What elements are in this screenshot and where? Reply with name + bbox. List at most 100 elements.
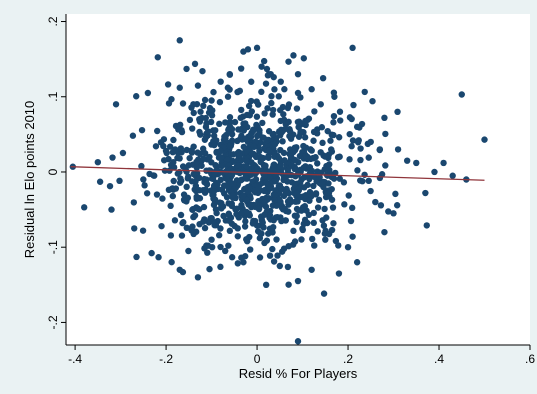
data-point (314, 204, 322, 211)
data-point (217, 243, 224, 251)
data-point (288, 149, 295, 156)
data-point (176, 37, 183, 44)
data-point (190, 230, 197, 238)
data-point (112, 101, 120, 108)
data-point (358, 120, 366, 128)
data-point (258, 88, 265, 96)
data-point (251, 170, 259, 178)
data-point (185, 173, 192, 180)
data-point (250, 127, 257, 134)
data-point (270, 258, 278, 265)
data-point (163, 149, 170, 157)
data-point (183, 183, 190, 191)
data-point (247, 131, 254, 139)
data-point (306, 197, 313, 204)
data-point (390, 210, 397, 217)
data-point (130, 199, 138, 206)
data-point (261, 199, 268, 206)
data-point (357, 145, 364, 152)
data-point (314, 160, 321, 167)
data-point (188, 178, 196, 185)
data-point (211, 141, 218, 149)
data-point (354, 139, 362, 146)
data-point (277, 146, 284, 154)
data-point (270, 162, 277, 169)
data-point (310, 182, 317, 190)
data-point (277, 163, 284, 170)
data-point (186, 116, 194, 124)
data-point (335, 134, 343, 141)
data-point (148, 249, 155, 257)
fit-line (70, 166, 485, 181)
data-point (293, 105, 301, 112)
data-point (188, 147, 195, 154)
x-tick-label: -.2 (159, 352, 173, 366)
data-point (286, 132, 293, 140)
data-point (317, 149, 324, 156)
data-point (278, 217, 285, 225)
data-point (297, 128, 304, 135)
data-point (367, 138, 374, 146)
data-point (258, 63, 265, 70)
data-point (176, 84, 183, 91)
data-point (222, 247, 229, 255)
data-point (294, 89, 302, 97)
data-point (291, 180, 299, 188)
data-point (256, 153, 264, 161)
data-point (186, 154, 193, 162)
data-point (290, 52, 297, 59)
data-point (261, 110, 268, 117)
data-point (260, 224, 267, 231)
data-point (206, 153, 213, 161)
data-point (178, 177, 185, 184)
data-point (133, 253, 140, 261)
data-point (119, 149, 127, 157)
data-point (285, 242, 292, 250)
data-point (341, 201, 348, 208)
y-tick-label: .2 (46, 16, 60, 26)
data-point (247, 97, 255, 105)
data-point (331, 93, 338, 100)
data-point (299, 205, 306, 213)
data-point (143, 190, 151, 197)
data-point (208, 236, 215, 243)
data-point (190, 101, 197, 108)
data-point (231, 118, 239, 126)
data-point (423, 222, 430, 229)
data-point (228, 254, 236, 261)
data-point (242, 253, 249, 260)
data-point (243, 157, 250, 164)
data-point (108, 206, 115, 213)
data-point (244, 46, 252, 53)
y-tick-label: -.1 (46, 240, 60, 254)
data-point (381, 228, 388, 236)
points-layer (69, 37, 488, 345)
data-point (357, 156, 364, 164)
data-point (273, 236, 280, 243)
data-point (382, 162, 389, 169)
data-point (177, 145, 185, 152)
data-point (243, 208, 250, 216)
data-point (106, 182, 114, 190)
y-tick-label: .1 (46, 91, 60, 101)
data-point (129, 132, 137, 139)
data-point (255, 205, 263, 213)
data-point (200, 218, 207, 225)
data-point (199, 145, 207, 152)
data-point (214, 180, 221, 188)
data-point (179, 100, 187, 107)
data-point (346, 114, 354, 121)
data-point (228, 125, 236, 133)
data-point (238, 201, 245, 209)
data-point (153, 191, 161, 198)
data-point (237, 114, 244, 122)
data-point (330, 175, 338, 182)
data-point (160, 157, 168, 164)
data-point (272, 177, 279, 185)
data-point (365, 154, 372, 161)
data-point (310, 128, 318, 136)
data-point (277, 106, 284, 114)
data-point (133, 93, 140, 100)
data-point (94, 159, 102, 166)
